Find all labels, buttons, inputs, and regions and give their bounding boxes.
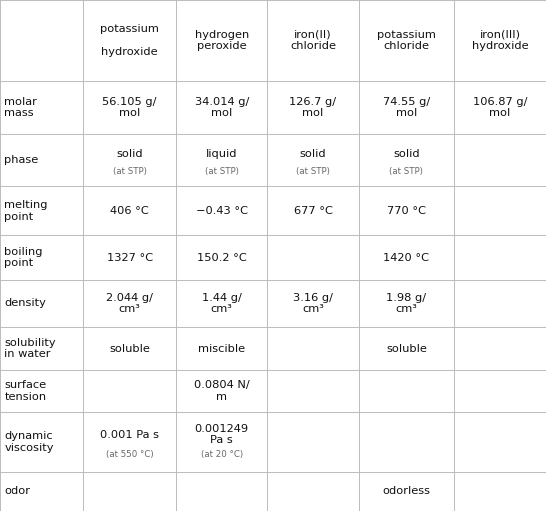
Text: 106.87 g/
mol: 106.87 g/ mol [473, 97, 527, 118]
Text: potassium
chloride: potassium chloride [377, 30, 436, 51]
Text: potassium

hydroxide: potassium hydroxide [100, 24, 159, 57]
Text: 1327 °C: 1327 °C [106, 252, 153, 263]
Text: iron(III)
hydroxide: iron(III) hydroxide [472, 30, 529, 51]
Text: (at STP): (at STP) [113, 167, 147, 176]
Text: 126.7 g/
mol: 126.7 g/ mol [289, 97, 336, 118]
Text: (at STP): (at STP) [389, 167, 423, 176]
Text: surface
tension: surface tension [4, 380, 46, 402]
Text: melting
point: melting point [4, 200, 48, 222]
Text: solid: solid [393, 149, 420, 159]
Text: 770 °C: 770 °C [387, 206, 426, 216]
Text: 3.16 g/
cm³: 3.16 g/ cm³ [293, 293, 333, 314]
Text: 1.98 g/
cm³: 1.98 g/ cm³ [387, 293, 426, 314]
Text: 0.0804 N/
m: 0.0804 N/ m [194, 380, 250, 402]
Text: soluble: soluble [386, 344, 427, 354]
Text: iron(II)
chloride: iron(II) chloride [290, 30, 336, 51]
Text: phase: phase [4, 155, 39, 165]
Text: soluble: soluble [109, 344, 150, 354]
Text: 406 °C: 406 °C [110, 206, 149, 216]
Text: dynamic
viscosity: dynamic viscosity [4, 431, 54, 453]
Text: (at 20 °C): (at 20 °C) [201, 451, 243, 459]
Text: 150.2 °C: 150.2 °C [197, 252, 247, 263]
Text: solid: solid [116, 149, 143, 159]
Text: 56.105 g/
mol: 56.105 g/ mol [103, 97, 157, 118]
Text: −0.43 °C: −0.43 °C [196, 206, 248, 216]
Text: hydrogen
peroxide: hydrogen peroxide [195, 30, 249, 51]
Text: solubility
in water: solubility in water [4, 338, 56, 359]
Text: miscible: miscible [198, 344, 245, 354]
Text: 0.001 Pa s: 0.001 Pa s [100, 430, 159, 439]
Text: 1.44 g/
cm³: 1.44 g/ cm³ [202, 293, 242, 314]
Text: (at STP): (at STP) [205, 167, 239, 176]
Text: 1420 °C: 1420 °C [383, 252, 429, 263]
Text: odorless: odorless [382, 486, 430, 496]
Text: (at STP): (at STP) [296, 167, 330, 176]
Text: 74.55 g/
mol: 74.55 g/ mol [383, 97, 430, 118]
Text: boiling
point: boiling point [4, 247, 43, 268]
Text: 2.044 g/
cm³: 2.044 g/ cm³ [106, 293, 153, 314]
Text: molar
mass: molar mass [4, 97, 37, 118]
Text: 0.001249
Pa s: 0.001249 Pa s [195, 424, 249, 446]
Text: solid: solid [300, 149, 327, 159]
Text: odor: odor [4, 486, 31, 496]
Text: (at 550 °C): (at 550 °C) [106, 451, 153, 459]
Text: liquid: liquid [206, 149, 238, 159]
Text: 677 °C: 677 °C [294, 206, 333, 216]
Text: 34.014 g/
mol: 34.014 g/ mol [194, 97, 249, 118]
Text: density: density [4, 298, 46, 309]
